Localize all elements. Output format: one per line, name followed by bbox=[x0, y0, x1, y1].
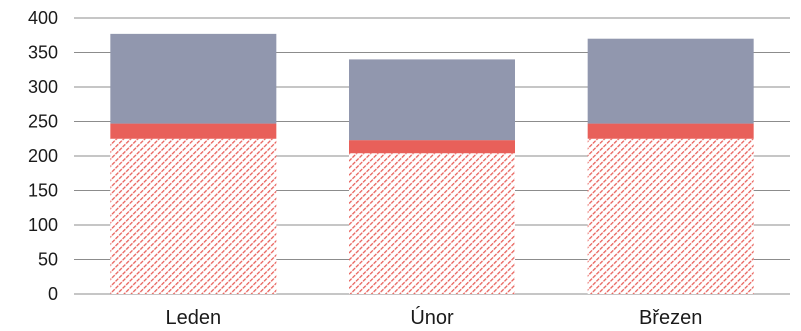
bar-segment-1 bbox=[110, 138, 277, 294]
y-tick-label: 350 bbox=[28, 43, 58, 63]
bars bbox=[110, 33, 754, 294]
x-category-label: Únor bbox=[410, 306, 454, 329]
y-tick-label: 150 bbox=[28, 181, 58, 201]
y-tick-label: 250 bbox=[28, 112, 58, 132]
y-axis-tick-labels: 0 50 100 150 200 250 300 350 400 bbox=[28, 8, 58, 304]
bar-segment-1 bbox=[587, 138, 754, 294]
bar-segment-2 bbox=[587, 123, 754, 139]
x-category-label: Leden bbox=[166, 307, 222, 329]
bar-segment-3 bbox=[349, 59, 515, 141]
y-tick-label: 400 bbox=[28, 8, 58, 28]
bar-segment-3 bbox=[110, 33, 277, 124]
bar-segment-2 bbox=[110, 123, 277, 139]
x-axis-category-labels: Leden Únor Březen bbox=[166, 306, 703, 329]
y-tick-label: 50 bbox=[38, 250, 58, 270]
bar-segment-1 bbox=[349, 153, 515, 294]
bar-segment-3 bbox=[587, 38, 754, 124]
x-category-label: Březen bbox=[639, 307, 702, 329]
y-tick-label: 300 bbox=[28, 77, 58, 97]
bar-segment-2 bbox=[349, 140, 515, 154]
y-tick-label: 100 bbox=[28, 215, 58, 235]
y-tick-label: 0 bbox=[48, 284, 58, 304]
y-tick-label: 200 bbox=[28, 146, 58, 166]
